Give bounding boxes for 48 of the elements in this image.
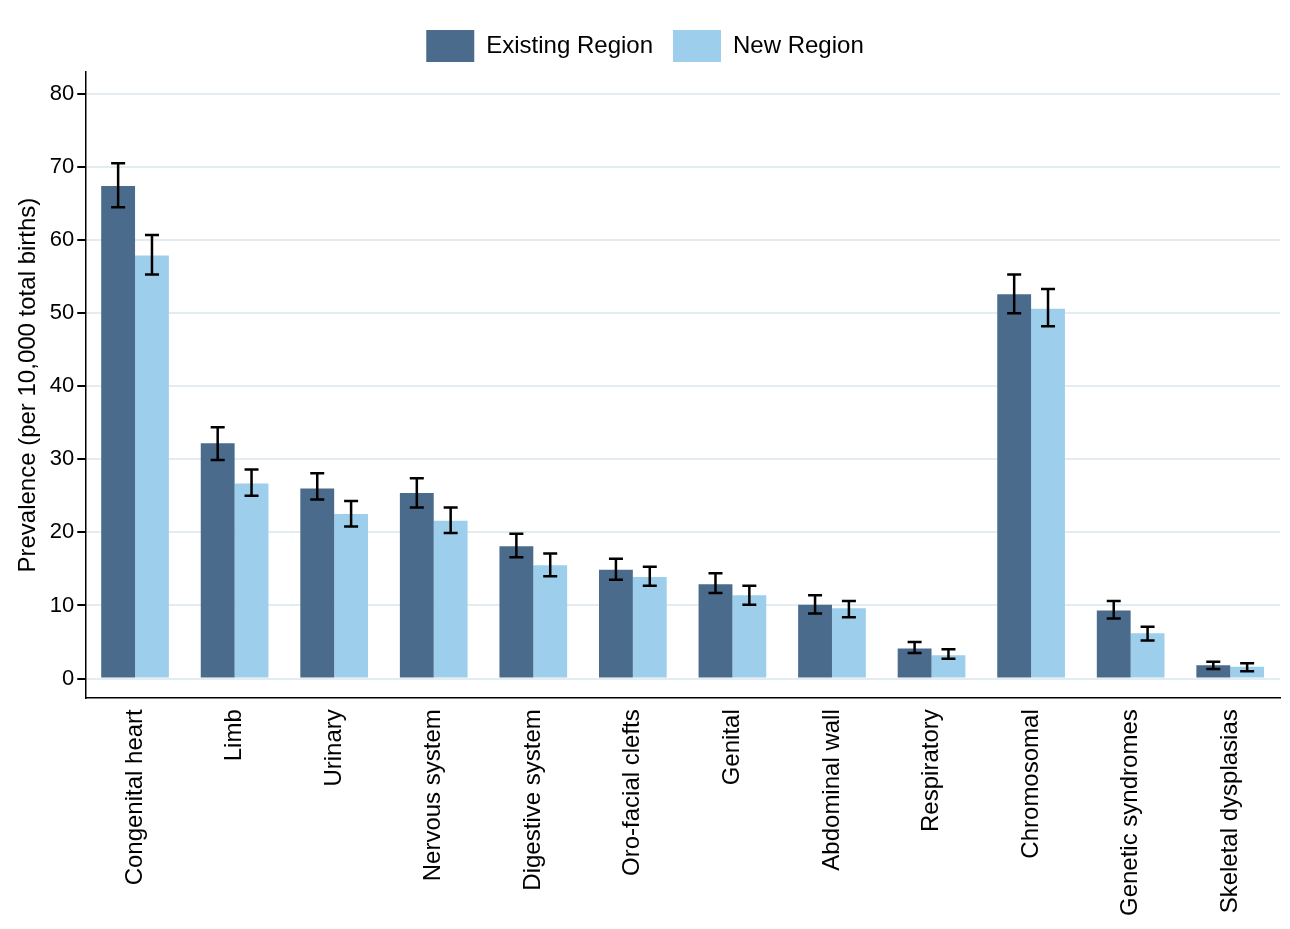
x-tick-label: Genetic syndromes <box>1115 709 1143 917</box>
x-tick-label: Urinary <box>318 709 346 787</box>
y-tick-label: 80 <box>49 79 75 105</box>
bar <box>632 576 667 678</box>
y-tick-label: 50 <box>49 299 75 325</box>
bar <box>1096 610 1131 678</box>
legend-label: Existing Region <box>486 30 654 58</box>
bar <box>931 655 966 678</box>
bar <box>698 584 733 678</box>
x-tick-label: Oro-facial clefts <box>617 709 645 876</box>
y-tick-label: 40 <box>49 372 75 398</box>
bar <box>798 604 832 678</box>
bar <box>334 514 369 678</box>
y-tick-label: 70 <box>49 153 75 179</box>
bar <box>997 294 1032 678</box>
bar <box>101 186 136 678</box>
bar <box>1031 308 1065 678</box>
bar <box>399 492 434 678</box>
x-tick-label: Genital <box>717 709 745 786</box>
bar <box>300 488 335 678</box>
legend-label: New Region <box>733 30 864 58</box>
bar <box>135 255 169 678</box>
bar <box>1130 633 1165 678</box>
y-tick-label: 0 <box>62 664 75 690</box>
bar <box>1230 666 1265 678</box>
bar <box>533 565 568 678</box>
bar <box>433 520 468 678</box>
y-tick-label: 30 <box>49 445 75 471</box>
x-tick-label: Chromosomal <box>1015 709 1043 859</box>
x-tick-label: Digestive system <box>517 709 545 891</box>
y-tick-label: 60 <box>49 226 75 252</box>
x-tick-label: Congenital heart <box>119 708 147 886</box>
bar <box>599 569 633 678</box>
bar <box>499 546 534 678</box>
x-tick-label: Respiratory <box>916 709 944 832</box>
x-tick-label: Nervous system <box>418 709 446 882</box>
bar <box>1196 665 1231 678</box>
y-axis-title: Prevalence (per 10,000 total births) <box>13 197 41 573</box>
x-tick-label: Skeletal dysplasias <box>1214 709 1242 914</box>
bar <box>732 595 767 678</box>
bar <box>234 483 269 678</box>
y-tick-label: 20 <box>49 518 75 544</box>
bar <box>897 648 932 678</box>
x-tick-label: Abdominal wall <box>816 709 844 871</box>
bar <box>831 608 866 678</box>
y-tick-label: 10 <box>49 591 75 617</box>
x-tick-label: Limb <box>219 709 247 762</box>
bar <box>200 443 235 678</box>
